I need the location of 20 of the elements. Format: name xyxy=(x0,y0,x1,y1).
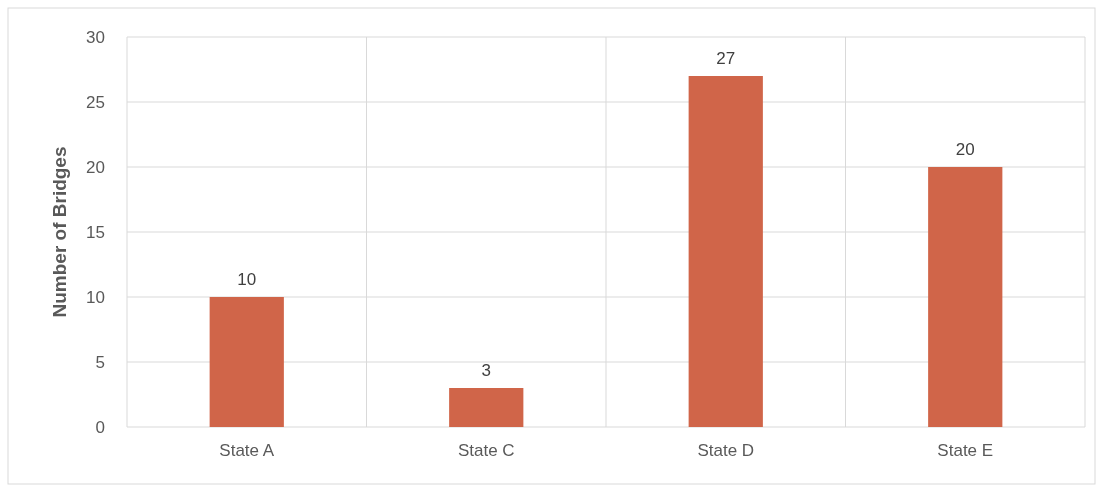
y-tick-label: 20 xyxy=(86,157,105,177)
x-tick-label: State C xyxy=(457,441,515,460)
y-tick-label: 10 xyxy=(86,287,105,307)
x-tick-label: State D xyxy=(697,441,755,460)
y-tick-label: 0 xyxy=(95,417,105,437)
y-axis-title: Number of Bridges xyxy=(49,146,70,318)
y-tick-label: 30 xyxy=(86,27,105,47)
x-tick-label: State A xyxy=(219,441,275,460)
data-label: 20 xyxy=(955,140,975,159)
x-tick-label: State E xyxy=(937,441,994,460)
bar xyxy=(688,76,763,427)
bar xyxy=(449,388,524,427)
data-label: 27 xyxy=(716,49,736,68)
y-tick-label: 15 xyxy=(86,222,105,242)
bar xyxy=(928,167,1003,427)
y-tick-label: 5 xyxy=(95,352,105,372)
y-tick-label: 25 xyxy=(86,92,105,112)
data-label: 10 xyxy=(237,270,257,289)
data-label: 3 xyxy=(481,361,491,380)
bar xyxy=(209,297,284,427)
